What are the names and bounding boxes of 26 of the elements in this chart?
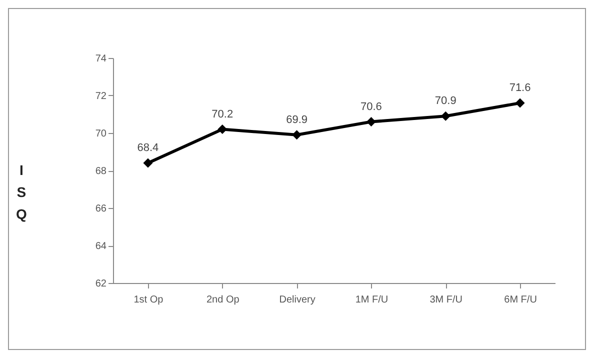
point xyxy=(143,158,153,168)
x-tick-label: 6M F/U xyxy=(504,294,537,306)
data-label: 70.9 xyxy=(434,95,456,108)
y-tick-label: 70 xyxy=(95,128,107,140)
y-tick-label: 64 xyxy=(95,241,107,252)
y-tick-label: 68 xyxy=(95,166,107,177)
data-label: 70.6 xyxy=(360,100,382,113)
x-tick-label: Delivery xyxy=(279,294,316,306)
x-tick-label: 1st Op xyxy=(134,294,164,306)
data-label: 71.6 xyxy=(509,82,531,94)
x-tick-label: 2nd Op xyxy=(206,294,240,306)
point xyxy=(515,98,525,108)
data-label: 70.2 xyxy=(212,108,234,120)
x-tick-label: 1M F/U xyxy=(355,294,388,306)
data-label: 69.9 xyxy=(286,114,308,126)
y-tick-label: 66 xyxy=(95,204,107,214)
point xyxy=(218,124,228,134)
point xyxy=(440,111,450,121)
y-tick-label: 62 xyxy=(95,278,107,290)
x-tick-label: 3M F/U xyxy=(430,294,463,306)
y-axis-title: ISQ xyxy=(16,162,27,222)
point xyxy=(366,117,376,126)
y-tick-label: 74 xyxy=(95,54,107,64)
point xyxy=(292,130,302,140)
y-tick-label: 72 xyxy=(95,91,107,102)
data-label: 68.4 xyxy=(137,142,159,154)
